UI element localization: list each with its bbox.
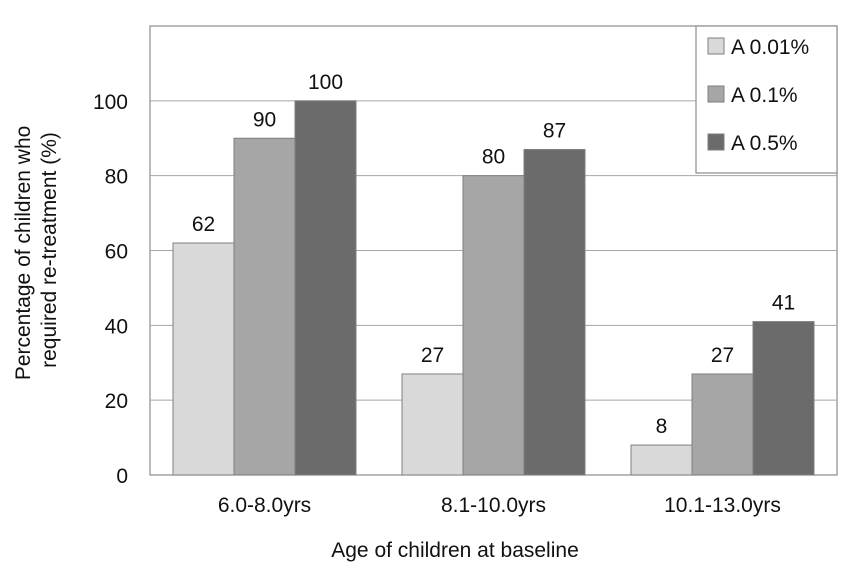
bar — [294, 100, 357, 476]
y-tick-label: 100 — [93, 91, 128, 114]
y-axis-title: Percentage of children who required re-t… — [12, 120, 61, 380]
data-labels: 62 90 100 27 80 87 8 27 41 — [192, 71, 795, 438]
y-tick-label: 20 — [105, 390, 128, 413]
data-label: 27 — [421, 344, 444, 367]
bars — [172, 100, 815, 476]
y-tick-label: 60 — [105, 241, 128, 264]
bar — [691, 373, 754, 476]
data-label: 27 — [711, 344, 734, 367]
bar — [401, 373, 464, 476]
y-axis-tick-labels: 0 20 40 60 80 100 — [93, 91, 128, 488]
legend-swatch — [707, 85, 725, 103]
legend-label: A 0.1% — [731, 84, 798, 107]
data-label: 87 — [543, 119, 566, 142]
x-axis-tick-labels: 6.0-8.0yrs 8.1-10.0yrs 10.1-13.0yrs — [218, 494, 781, 517]
data-label: 80 — [482, 146, 505, 169]
y-tick-label: 0 — [116, 465, 128, 488]
data-label: 8 — [656, 415, 668, 438]
legend-swatch — [707, 133, 725, 151]
x-tick-label: 8.1-10.0yrs — [441, 494, 546, 517]
data-label: 41 — [772, 292, 795, 315]
data-label: 90 — [253, 108, 276, 131]
bar — [462, 175, 525, 476]
y-axis-title-line-2: required re-treatment (%) — [38, 132, 61, 368]
legend: A 0.01% A 0.1% A 0.5% — [695, 25, 838, 174]
bar — [523, 148, 586, 476]
bar — [752, 321, 815, 476]
legend-label: A 0.5% — [731, 132, 798, 155]
bar — [630, 444, 693, 476]
y-tick-label: 80 — [105, 166, 128, 189]
legend-label: A 0.01% — [731, 36, 809, 59]
x-tick-label: 6.0-8.0yrs — [218, 494, 311, 517]
data-label: 100 — [308, 71, 343, 94]
legend-swatch — [707, 37, 725, 55]
y-axis-title-line-1: Percentage of children who — [12, 126, 35, 381]
bar — [233, 137, 296, 476]
data-label: 62 — [192, 213, 215, 236]
bar — [172, 242, 235, 476]
y-tick-label: 40 — [105, 315, 128, 338]
x-axis-title: Age of children at baseline — [331, 539, 579, 562]
x-tick-label: 10.1-13.0yrs — [664, 494, 781, 517]
